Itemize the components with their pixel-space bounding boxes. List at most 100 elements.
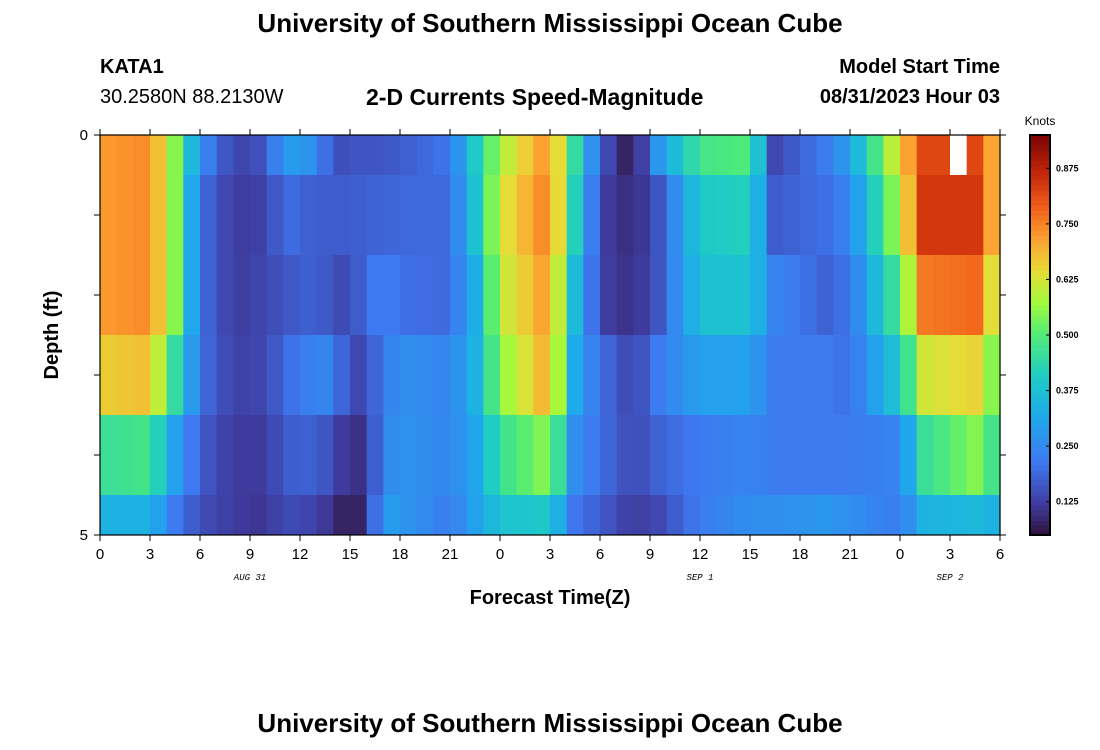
heatmap-cell [766, 135, 784, 176]
colorbar-segment [1030, 215, 1050, 221]
x-tick-label: 21 [442, 546, 459, 563]
colorbar-segment [1030, 325, 1050, 331]
heatmap-cell [233, 415, 251, 496]
heatmap-cell [866, 135, 884, 176]
date-label: AUG 31 [233, 573, 266, 583]
colorbar-tick-label: 0.625 [1056, 274, 1079, 284]
heatmap-cell [816, 335, 834, 416]
heatmap-cell [566, 415, 584, 496]
heatmap-cell [400, 135, 418, 176]
heatmap-cell [783, 135, 801, 176]
heatmap-cell [783, 255, 801, 336]
colorbar-segment [1030, 460, 1050, 466]
heatmap-cell [600, 135, 618, 176]
axes: 0 3 6 9 12 15 18 21 0 3 6 9 12 15 18 21 0 3 6 AUG 31 SEP 1 SE… [41, 127, 1006, 609]
heatmap-cell [766, 335, 784, 416]
heatmap-cell [433, 175, 451, 256]
heatmap-cell [900, 415, 918, 496]
colorbar-tick-label: 0.750 [1056, 219, 1079, 229]
heatmap-cell [633, 335, 651, 416]
colorbar-segment [1030, 315, 1050, 321]
heatmap-cell [733, 495, 751, 536]
heatmap-cell [533, 415, 551, 496]
heatmap-cell [166, 135, 184, 176]
heatmap-cell [966, 175, 984, 256]
heatmap-cell [716, 135, 734, 176]
heatmap-cell [750, 175, 768, 256]
colorbar-segment [1030, 345, 1050, 351]
heatmap-cell [616, 135, 634, 176]
colorbar-segment [1030, 150, 1050, 156]
heatmap-cell [850, 415, 868, 496]
x-tick-label: 3 [146, 546, 154, 563]
heatmap-cell [933, 135, 951, 176]
heatmap-cell [900, 335, 918, 416]
heatmap-cell [316, 415, 334, 496]
heatmap-cell [966, 415, 984, 496]
colorbar-segment [1030, 380, 1050, 386]
colorbar-segment [1030, 330, 1050, 336]
heatmap-cell [783, 415, 801, 496]
heatmap-cell [333, 415, 351, 496]
heatmap-cell [883, 175, 901, 256]
heatmap-cell [333, 255, 351, 336]
heatmap-cell [150, 175, 168, 256]
heatmap-cells [100, 135, 1001, 536]
heatmap-cell [633, 415, 651, 496]
heatmap-cell [116, 495, 134, 536]
heatmap-cell [700, 255, 718, 336]
colorbar-segment [1030, 495, 1050, 501]
heatmap-cell [883, 135, 901, 176]
heatmap-cell [250, 415, 268, 496]
heatmap-cell [550, 335, 568, 416]
heatmap-cell [116, 415, 134, 496]
colorbar-segment [1030, 240, 1050, 246]
heatmap-cell [283, 415, 301, 496]
heatmap-cell [666, 415, 684, 496]
heatmap-cell [783, 495, 801, 536]
colorbar-tick-label: 0.250 [1056, 441, 1079, 451]
colorbar-segment [1030, 235, 1050, 241]
heatmap-cell [833, 495, 851, 536]
x-tick-label: 9 [646, 546, 654, 563]
heatmap-cell [816, 135, 834, 176]
heatmap-cell [133, 335, 151, 416]
heatmap-cell [183, 255, 201, 336]
heatmap-cell [200, 175, 218, 256]
colorbar-segment [1030, 155, 1050, 161]
heatmap-cell [950, 135, 968, 176]
heatmap-cell [616, 335, 634, 416]
colorbar-segment [1030, 375, 1050, 381]
heatmap-cell [883, 415, 901, 496]
heatmap-cell [100, 335, 118, 416]
heatmap-cell [900, 255, 918, 336]
heatmap-cell [866, 255, 884, 336]
colorbar-segment [1030, 210, 1050, 216]
heatmap-cell [933, 175, 951, 256]
heatmap-cell [800, 175, 818, 256]
heatmap-cell [283, 495, 301, 536]
heatmap-cell [183, 415, 201, 496]
heatmap-cell [200, 335, 218, 416]
colorbar-segment [1030, 515, 1050, 521]
colorbar-segment [1030, 485, 1050, 491]
heatmap-cell [833, 255, 851, 336]
colorbar-segment [1030, 285, 1050, 291]
heatmap-cell [616, 255, 634, 336]
heatmap-cell [366, 135, 384, 176]
heatmap-cell [316, 335, 334, 416]
heatmap-cell [916, 175, 934, 256]
heatmap-cell [383, 495, 401, 536]
heatmap-cell [983, 255, 1001, 336]
heatmap-cell [416, 135, 434, 176]
heatmap-cell [416, 175, 434, 256]
heatmap-cell [483, 335, 501, 416]
heatmap-cell [516, 255, 534, 336]
heatmap-cell [683, 175, 701, 256]
x-tick-label: 3 [546, 546, 554, 563]
heatmap-cell [100, 255, 118, 336]
heatmap-cell [666, 255, 684, 336]
heatmap-cell [700, 175, 718, 256]
date-label: SEP 1 [686, 573, 713, 583]
heatmap-cell [766, 495, 784, 536]
